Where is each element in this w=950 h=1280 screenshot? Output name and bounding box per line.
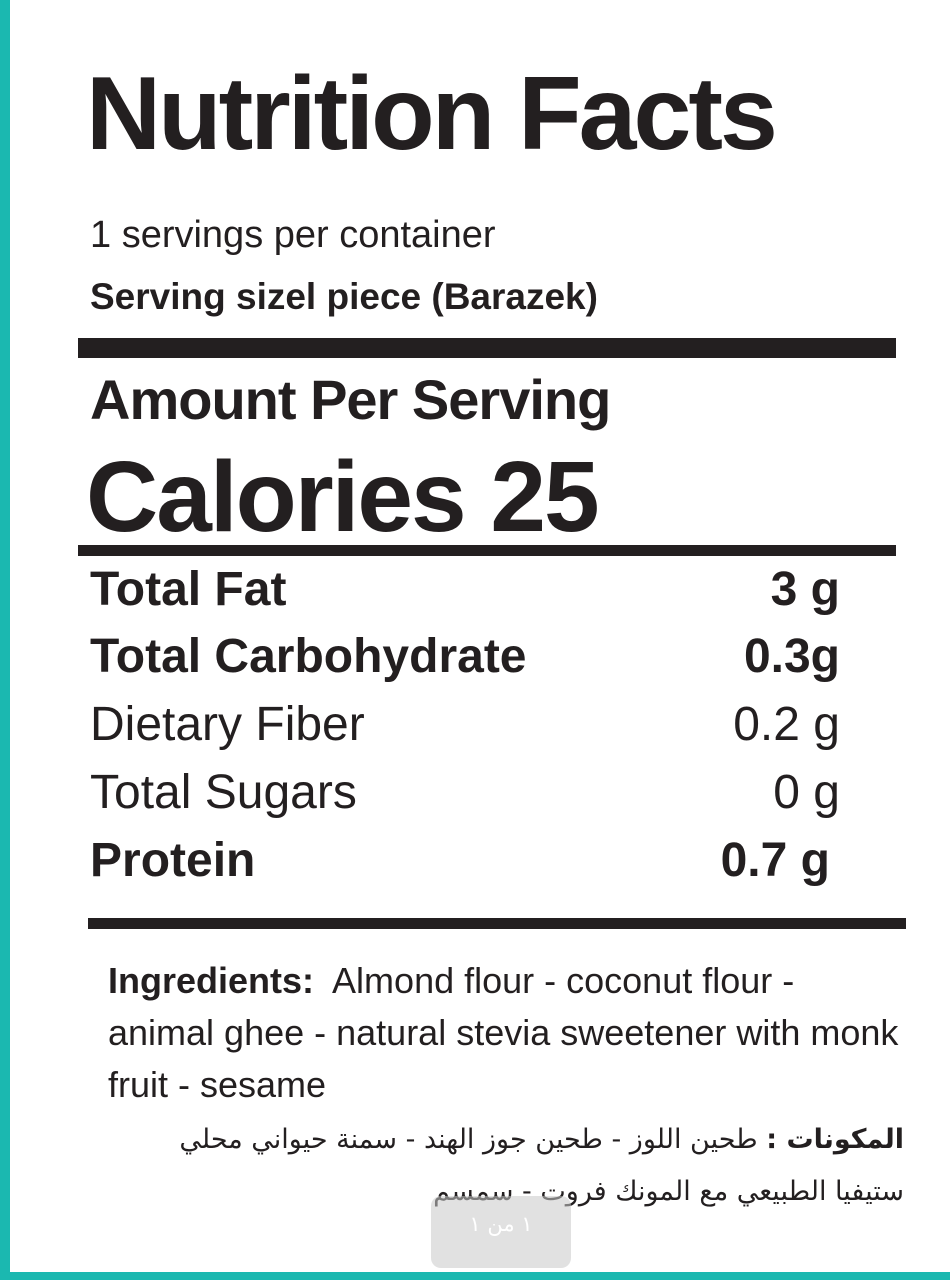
- nutrient-name: Total Carbohydrate: [90, 630, 527, 683]
- nutrient-amount: 0.7 g: [720, 834, 830, 887]
- bottom-divider: [88, 918, 906, 929]
- nutrient-row-total-sugars: Total Sugars 0 g: [90, 769, 840, 817]
- nutrient-name: Total Sugars: [90, 766, 357, 819]
- left-teal-border: [0, 0, 10, 1280]
- nutrient-name: Total Fat: [90, 563, 287, 616]
- ingredients-label: Ingredients:: [108, 960, 315, 1001]
- ingredients-text: Almond flour - coconut flour - animal gh…: [108, 960, 899, 1105]
- nutrient-amount: 0 g: [773, 766, 840, 819]
- amount-per-serving: Amount Per Serving: [90, 368, 611, 431]
- serving-size: Serving sizel piece (Barazek): [90, 276, 598, 317]
- nutrient-amount: 3 g: [770, 563, 840, 616]
- ingredients-english: Ingredients: Almond flour - coconut flou…: [108, 955, 908, 1111]
- nutrient-name: Protein: [90, 834, 256, 887]
- label-title: Nutrition Facts: [86, 56, 778, 172]
- medium-divider: [78, 545, 896, 556]
- calories: Calories 25: [86, 441, 600, 553]
- bottom-teal-border: [0, 1272, 950, 1280]
- arabic-ingredients-text: طحين اللوز - طحين جوز الهند - سمنة حيوان…: [179, 1124, 904, 1207]
- servings-per-container: 1 servings per container: [90, 214, 496, 256]
- page-indicator-badge: ١ من ١: [431, 1196, 571, 1268]
- thick-divider: [78, 338, 896, 358]
- arabic-ingredients-label: المكونات :: [766, 1124, 904, 1155]
- nutrient-row-dietary-fiber: Dietary Fiber 0.2 g: [90, 701, 840, 749]
- nutrient-amount: 0.2 g: [733, 698, 840, 751]
- nutrient-amount: 0.3g: [743, 630, 840, 683]
- nutrient-row-total-fat: Total Fat 3 g: [90, 566, 840, 614]
- nutrient-row-total-carbohydrate: Total Carbohydrate 0.3g: [90, 633, 840, 681]
- nutrient-row-protein: Protein 0.7 g: [90, 837, 830, 885]
- ingredients-arabic: المكونات : طحين اللوز - طحين جوز الهند -…: [108, 1114, 904, 1218]
- nutrient-name: Dietary Fiber: [90, 698, 365, 751]
